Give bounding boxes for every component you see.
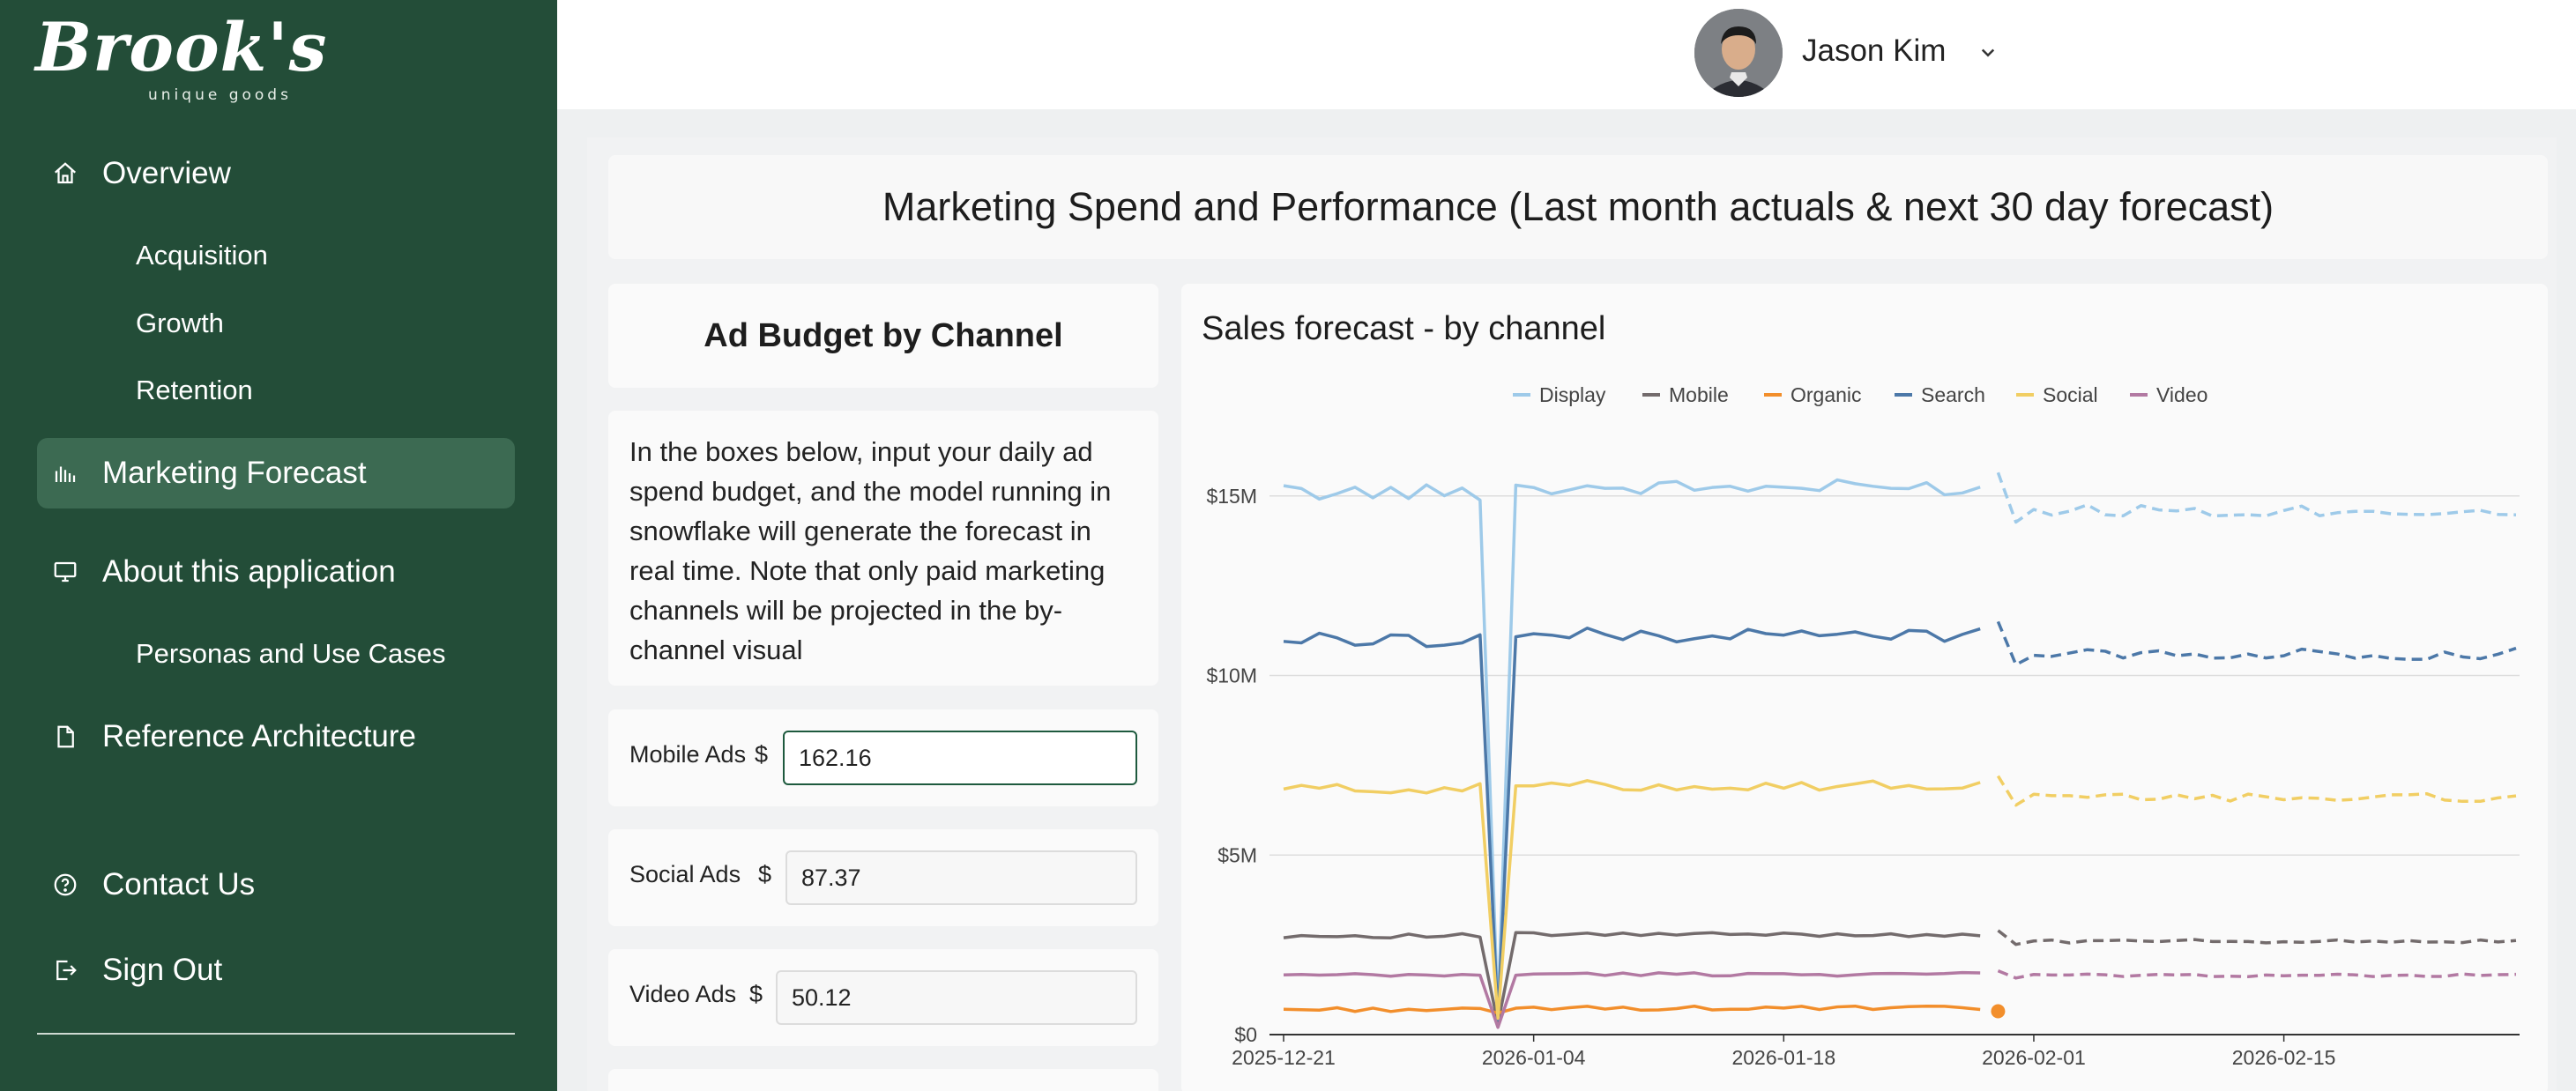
x-tick-label: 2026-01-04 xyxy=(1482,1046,1586,1069)
nav-item-overview[interactable]: Overview xyxy=(37,138,515,209)
social-ads-input[interactable] xyxy=(785,850,1137,905)
y-tick-label: $5M xyxy=(1217,843,1257,866)
legend-label: Search xyxy=(1921,383,1985,406)
document-icon xyxy=(49,721,81,753)
social-ads-row: Social Ads $ xyxy=(608,829,1158,926)
series-line-actual xyxy=(1283,931,1981,1026)
legend-label: Social xyxy=(2043,383,2098,406)
legend-label: Organic xyxy=(1791,383,1862,406)
sidebar: Brook's unique goods Overview Acquisitio… xyxy=(0,0,557,1091)
next-ad-row xyxy=(608,1069,1158,1091)
x-tick-label: 2025-12-21 xyxy=(1232,1046,1336,1069)
page-title-card: Marketing Spend and Performance (Last mo… xyxy=(608,155,2548,259)
chart-card xyxy=(1181,284,2548,1091)
currency-symbol: $ xyxy=(758,861,772,887)
chevron-down-icon[interactable] xyxy=(1975,39,2001,65)
nav-item-contact-us[interactable]: Contact Us xyxy=(37,850,515,920)
series-line-actual xyxy=(1283,970,1981,1029)
series-line-actual xyxy=(1283,1004,1981,1015)
brand-name: Brook's xyxy=(35,8,328,86)
series-line-forecast xyxy=(1996,620,2517,667)
mobile-ads-row: Mobile Ads $ xyxy=(608,709,1158,806)
home-icon xyxy=(49,158,81,189)
series-line-forecast xyxy=(1997,929,2517,946)
bar-chart-icon xyxy=(49,457,81,489)
chart-title: Sales forecast - by channel xyxy=(1202,310,1606,347)
currency-symbol: $ xyxy=(755,741,769,768)
social-ads-label: Social Ads xyxy=(629,861,741,887)
legend-label: Video xyxy=(2156,383,2207,406)
sidebar-divider xyxy=(37,1033,515,1035)
y-tick-label: $10M xyxy=(1206,664,1257,687)
x-tick-label: 2026-02-15 xyxy=(2232,1046,2336,1069)
budget-title-card: Ad Budget by Channel xyxy=(608,284,1158,388)
top-header: Jason Kim xyxy=(557,0,2576,109)
nav-label: Overview xyxy=(102,156,231,190)
budget-description-card: In the boxes below, input your daily ad … xyxy=(608,411,1158,686)
series-line-forecast xyxy=(1996,471,2517,524)
budget-description: In the boxes below, input your daily ad … xyxy=(629,436,1112,665)
page-title: Marketing Spend and Performance (Last mo… xyxy=(882,184,2274,229)
x-tick-label: 2026-02-01 xyxy=(1982,1046,2086,1069)
nav-item-sign-out[interactable]: Sign Out xyxy=(37,935,515,1006)
sign-out-icon xyxy=(49,954,81,986)
video-ads-row: Video Ads $ xyxy=(608,949,1158,1046)
y-tick-label: $15M xyxy=(1206,485,1257,508)
nav-subitem-growth[interactable]: Growth xyxy=(136,308,224,338)
monitor-icon xyxy=(49,556,81,588)
nav-item-marketing-forecast[interactable]: Marketing Forecast xyxy=(37,438,515,508)
brand-logo[interactable]: Brook's unique goods xyxy=(35,14,326,105)
brand-tagline: unique goods xyxy=(148,86,292,104)
nav-label: Marketing Forecast xyxy=(102,456,367,490)
series-line-actual xyxy=(1283,626,1981,1022)
series-line-forecast xyxy=(1996,775,2517,807)
series-line-actual xyxy=(1283,779,1981,1020)
legend-label: Display xyxy=(1539,383,1606,406)
nav-label: Reference Architecture xyxy=(102,719,417,753)
video-ads-input[interactable] xyxy=(776,970,1137,1025)
nav-subitem-retention[interactable]: Retention xyxy=(136,375,253,405)
nav-label: About this application xyxy=(102,554,396,589)
avatar[interactable] xyxy=(1694,9,1783,97)
mobile-ads-input[interactable] xyxy=(783,731,1137,785)
sales-forecast-chart: $0 $5M $10M $15M 2025-12-21 2026-01-04 2026-01… xyxy=(1206,383,2520,1069)
user-name[interactable]: Jason Kim xyxy=(1802,33,1947,68)
y-tick-label: $0 xyxy=(1234,1023,1257,1046)
help-circle-icon xyxy=(49,869,81,901)
nav-item-reference-architecture[interactable]: Reference Architecture xyxy=(37,701,515,772)
nav-subitem-acquisition[interactable]: Acquisition xyxy=(136,240,268,271)
legend-label: Mobile xyxy=(1669,383,1729,406)
series-line-forecast xyxy=(1997,969,2517,980)
x-tick-label: 2026-01-18 xyxy=(1731,1046,1835,1069)
forecast-point xyxy=(1991,1004,2006,1019)
video-ads-label: Video Ads xyxy=(629,981,737,1007)
nav-item-about[interactable]: About this application xyxy=(37,537,515,607)
budget-title: Ad Budget by Channel xyxy=(704,316,1063,354)
nav-label: Sign Out xyxy=(102,953,223,987)
nav-subitem-personas[interactable]: Personas and Use Cases xyxy=(136,638,446,669)
mobile-ads-label: Mobile Ads xyxy=(629,741,747,768)
nav-label: Contact Us xyxy=(102,867,256,902)
currency-symbol: $ xyxy=(749,981,763,1007)
series-line-actual xyxy=(1283,478,1981,1019)
